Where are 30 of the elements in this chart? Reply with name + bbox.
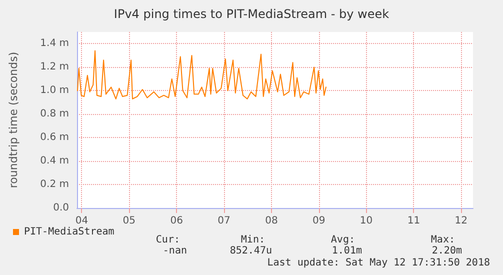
legend-label: PIT-MediaStream (24, 226, 114, 238)
x-tick-label: 10 (360, 216, 373, 226)
text: Avg: (330, 234, 355, 246)
text: Max: (430, 234, 455, 246)
text: 852.47u (230, 246, 272, 256)
x-tick-label: 11 (407, 216, 420, 226)
chart-title: IPv4 ping times to PIT-MediaStream - by week (114, 7, 390, 21)
text: 2.20m (432, 246, 462, 256)
y-tick-label: 0.2 m (40, 179, 69, 190)
text: Min: (240, 234, 265, 246)
y-axis-title: roundtrip time (seconds) (7, 52, 20, 188)
x-tick-label: 06 (170, 216, 183, 226)
y-tick-label: 0.8 m (40, 108, 69, 120)
line-series (76, 50, 326, 100)
y-tick-label: 1.4 m (40, 38, 69, 50)
text: -nan (162, 246, 187, 256)
y-tick-label: 0.6 m (40, 132, 69, 144)
x-tick-label: 08 (265, 216, 278, 226)
x-tick-label: 12 (454, 216, 468, 226)
x-tick-label: 09 (312, 216, 326, 226)
y-tick-label: 1.2 m (40, 62, 69, 73)
y-tick-label: 0.0 (53, 202, 69, 214)
text: 1.01m (332, 246, 362, 256)
text: Last update: Sat May 12 17:31:50 2018 (267, 258, 490, 268)
x-tick-label: 05 (122, 216, 136, 226)
y-tick-label: 1.0 m (40, 85, 69, 96)
x-tick-label: 07 (218, 216, 230, 226)
text: Cur: (156, 234, 180, 246)
x-tick-label: 04 (75, 216, 88, 226)
y-tick-label: 0.4 m (40, 156, 69, 167)
